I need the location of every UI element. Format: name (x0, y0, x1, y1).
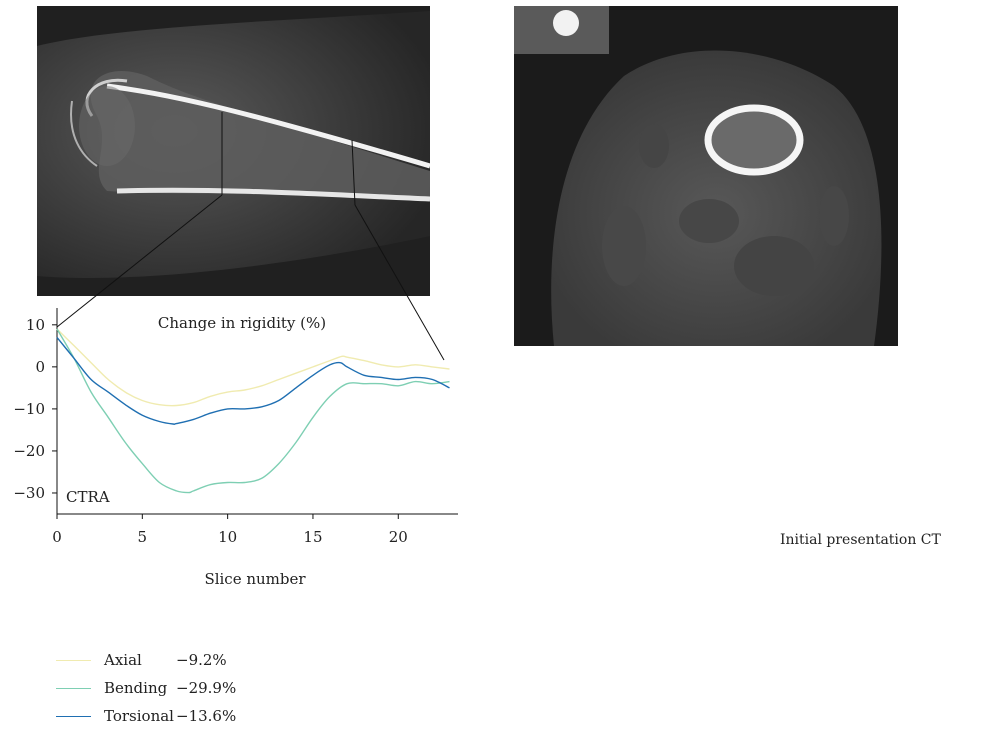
series-line-axial (56, 328, 450, 407)
x-tick-label: 15 (303, 528, 322, 546)
legend-item-axial: Axial −9.2% (56, 646, 356, 674)
legend-label-bending: Bending (104, 679, 168, 697)
legend-value-torsional: −13.6% (176, 707, 237, 725)
legend-value-axial: −9.2% (176, 651, 227, 669)
y-tick-label: 0 (35, 358, 45, 376)
y-tick-label: −30 (13, 484, 45, 502)
y-tick-label: −20 (13, 442, 45, 460)
legend-item-bending: Bending −29.9% (56, 674, 356, 702)
chart-legend: Axial −9.2% Bending −29.9% Torsional −13… (56, 646, 356, 730)
initial-ct-caption: Initial presentation CT (780, 532, 941, 548)
x-tick-label: 5 (138, 528, 148, 546)
legend-value-bending: −29.9% (176, 679, 237, 697)
ct-sagittal-image (37, 6, 431, 296)
chart-title: Change in rigidity (%) (158, 314, 326, 332)
y-tick-label: −10 (13, 400, 45, 418)
legend-swatch-torsional (56, 715, 91, 717)
legend-label-torsional: Torsional (104, 707, 174, 725)
series-layer (56, 328, 450, 494)
x-tick-label: 0 (52, 528, 62, 546)
series-line-bending (56, 328, 450, 494)
x-tick-label: 20 (389, 528, 408, 546)
x-axis-label: Slice number (204, 570, 306, 588)
plot-area: 10 0 −10 −20 −30 0 5 10 15 20 (13, 308, 458, 546)
legend-swatch-axial (56, 659, 91, 661)
legend-swatch-bending (56, 687, 91, 689)
legend-label-axial: Axial (104, 651, 142, 669)
series-line-torsional (56, 336, 450, 425)
x-tick-label: 10 (218, 528, 237, 546)
y-tick-label: 10 (26, 316, 45, 334)
ct-axial-image (514, 6, 898, 347)
chart-annotation: CTRA (66, 488, 110, 506)
legend-item-torsional: Torsional −13.6% (56, 702, 356, 730)
